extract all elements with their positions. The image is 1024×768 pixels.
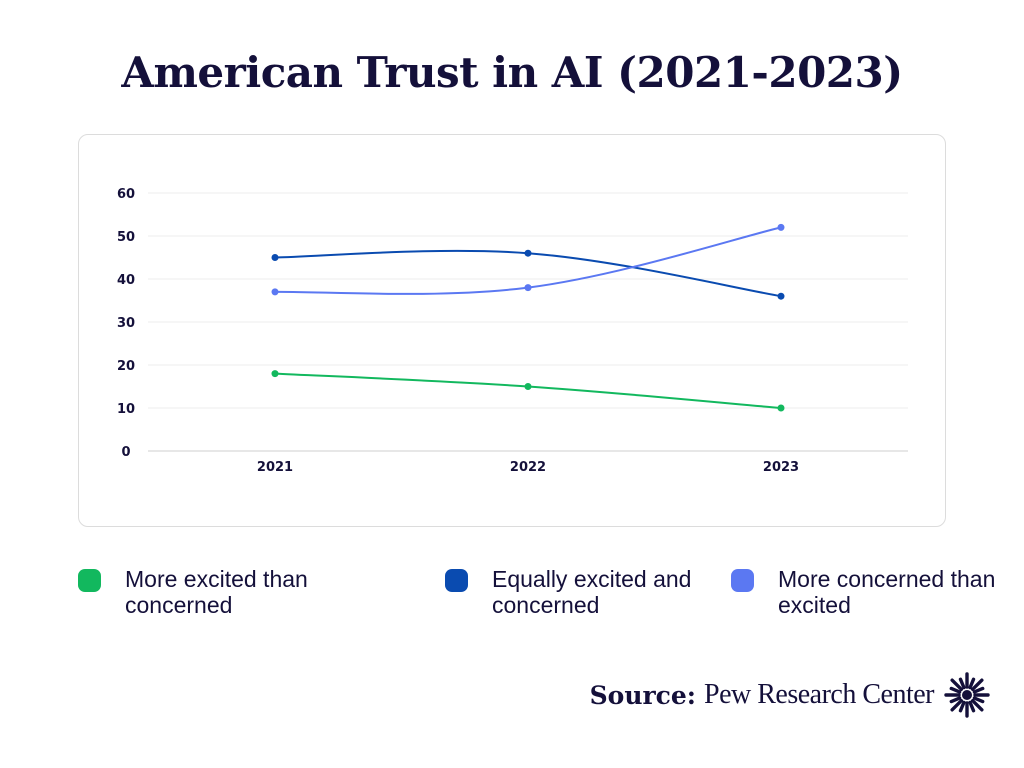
data-point-more-concerned — [777, 223, 785, 231]
source-name: Pew Research Center — [704, 679, 934, 710]
y-tick-label: 40 — [117, 273, 135, 288]
data-point-more-excited — [271, 370, 279, 378]
series-line-more-concerned — [274, 226, 782, 295]
legend-swatch-more-excited — [78, 569, 101, 592]
y-tick-label: 20 — [117, 359, 135, 374]
legend: More excited than concerned Equally exci… — [0, 566, 1024, 626]
source-label: Source: — [589, 680, 697, 710]
legend-swatch-more-concerned — [731, 569, 754, 592]
x-tick-label: 2021 — [257, 460, 293, 475]
chart-title: American Trust in AI (2021-2023) — [121, 48, 903, 97]
legend-label-equally: Equally excited and concerned — [492, 566, 692, 618]
legend-label-more-concerned: More concerned than excited — [778, 566, 996, 618]
data-point-more-excited — [524, 383, 532, 390]
y-tick-label: 60 — [117, 187, 135, 202]
legend-item-equally: Equally excited and concerned — [445, 566, 722, 618]
legend-label-more-excited: More excited than concerned — [125, 566, 308, 618]
line-chart: 0 10 20 30 40 50 60 2021 2022 2023 — [117, 187, 908, 475]
series-line-more-excited — [274, 372, 782, 409]
data-point-more-excited — [777, 404, 785, 412]
pew-burst-icon — [944, 672, 990, 718]
x-tick-label: 2023 — [763, 460, 799, 475]
x-tick-label: 2022 — [510, 460, 546, 475]
data-point-more-concerned — [524, 284, 532, 292]
y-tick-label: 10 — [117, 402, 135, 417]
legend-item-more-concerned: More concerned than excited — [731, 566, 1008, 618]
y-tick-label: 0 — [121, 445, 130, 460]
data-point-equally — [271, 254, 279, 261]
legend-item-more-excited: More excited than concerned — [78, 566, 355, 618]
y-tick-label: 30 — [117, 316, 135, 331]
y-tick-label: 50 — [117, 230, 135, 245]
legend-swatch-equally — [445, 569, 468, 592]
chart-card — [78, 134, 946, 527]
data-point-more-concerned — [271, 288, 279, 296]
data-point-equally — [777, 292, 785, 300]
source-credit: Source: Pew Research Center — [590, 672, 990, 718]
data-point-equally — [524, 249, 532, 257]
